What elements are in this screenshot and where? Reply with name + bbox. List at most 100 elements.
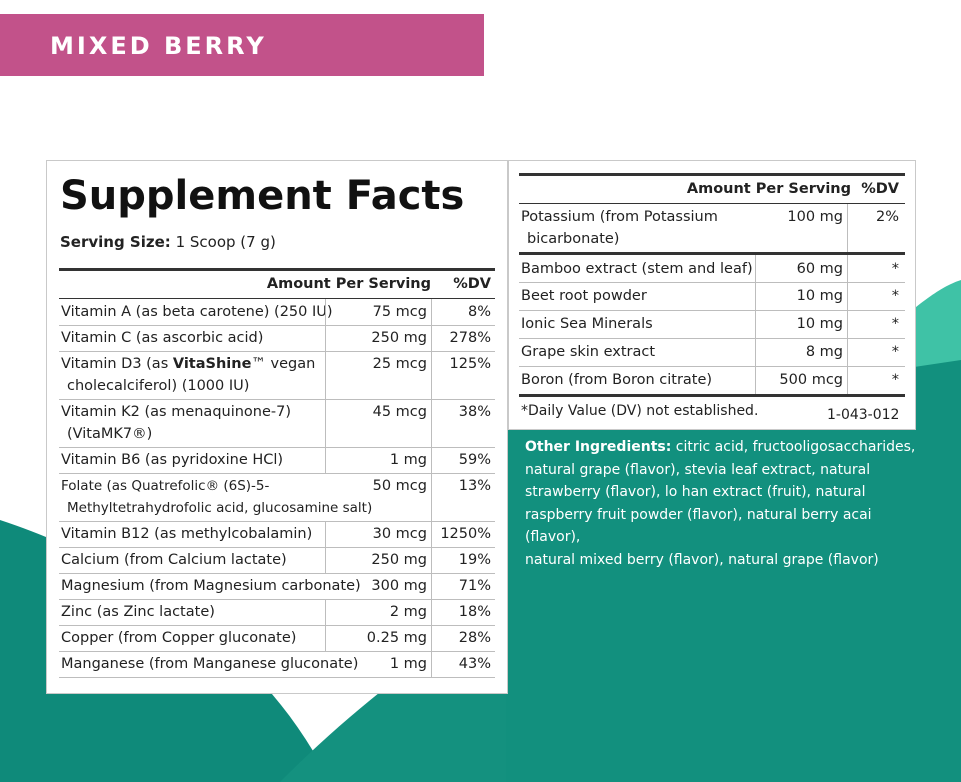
- nutrient-amount: 50 mcg: [372, 478, 427, 494]
- nutrient-dv: 71%: [431, 573, 491, 599]
- nutrient-row: Bamboo extract (stem and leaf) 60 mg *: [519, 255, 905, 283]
- other-ingredients-line: natural mixed berry (flavor), natural gr…: [525, 551, 879, 568]
- nutrient-amount: 1 mg: [389, 656, 427, 672]
- nutrient-name-line2: bicarbonate): [527, 231, 620, 247]
- nutrient-name: Vitamin B6 (as pyridoxine HCl): [61, 452, 284, 468]
- nutrient-name: Zinc (as Zinc lactate): [61, 604, 215, 620]
- nutrient-amount: 10 mg: [755, 310, 843, 338]
- nutrient-name-line2: (VitaMK7®): [67, 426, 153, 442]
- nutrient-name: Magnesium (from Magnesium carbonate): [61, 578, 361, 594]
- header-amount: Amount Per Serving: [686, 181, 851, 197]
- nutrient-name: Vitamin C (as ascorbic acid): [61, 330, 264, 346]
- nutrient-amount: 100 mg: [787, 209, 843, 225]
- header-rule: [519, 173, 905, 176]
- other-ingredients-line: natural grape (flavor), stevia leaf extr…: [525, 461, 871, 478]
- nutrient-amount: 75 mcg: [325, 299, 427, 325]
- nutrient-row: Zinc (as Zinc lactate) 2 mg 18%: [59, 599, 495, 626]
- nutrient-dv: *: [847, 338, 899, 366]
- nutrient-dv: 125%: [431, 351, 491, 399]
- nutrient-name: Manganese (from Manganese gluconate): [61, 656, 359, 672]
- header-underline: [519, 203, 905, 204]
- nutrient-row: Manganese (from Manganese gluconate) 1 m…: [59, 651, 495, 678]
- serving-size: Serving Size: 1 Scoop (7 g): [60, 233, 276, 251]
- nutrient-name: Beet root powder: [521, 288, 647, 304]
- nutrient-amount: 300 mg: [371, 578, 427, 594]
- nutrient-row: Vitamin D3 (as VitaShine™ vegan cholecal…: [59, 351, 495, 400]
- other-ingredients-label: Other Ingredients:: [525, 439, 672, 455]
- nutrient-name: Bamboo extract (stem and leaf): [521, 261, 753, 277]
- nutrient-name: Ionic Sea Minerals: [521, 316, 653, 332]
- nutrient-dv: *: [847, 366, 899, 394]
- nutrient-amount: 45 mcg: [325, 399, 427, 447]
- nutrient-dv: *: [847, 255, 899, 282]
- nutrient-dv: 18%: [431, 599, 491, 625]
- nutrient-dv: 43%: [431, 651, 491, 677]
- nutrient-dv: 1250%: [431, 521, 491, 547]
- nutrient-amount: 60 mg: [755, 255, 843, 282]
- nutrient-row: Grape skin extract 8 mg *: [519, 338, 905, 367]
- nutrient-row: Vitamin K2 (as menaquinone-7) (VitaMK7®)…: [59, 399, 495, 448]
- nutrient-dv: 2%: [847, 204, 899, 252]
- nutrient-name: Calcium (from Calcium lactate): [61, 552, 287, 568]
- nutrient-amount: 250 mg: [325, 325, 427, 351]
- serving-size-label: Serving Size:: [60, 233, 171, 251]
- nutrient-name: Vitamin K2 (as menaquinone-7): [61, 404, 292, 420]
- header-amount: Amount Per Serving: [266, 276, 431, 292]
- nutrient-amount: 1 mg: [325, 447, 427, 473]
- brand-name: VitaShine: [172, 356, 252, 372]
- supplement-facts-right-panel: Amount Per Serving %DV Potassium (from P…: [508, 160, 916, 430]
- nutrient-row: Potassium (from Potassium bicarbonate) 1…: [519, 204, 905, 255]
- supplement-facts-left-panel: Supplement Facts Serving Size: 1 Scoop (…: [46, 160, 508, 694]
- nutrient-amount: 250 mg: [325, 547, 427, 573]
- other-ingredients: Other Ingredients: citric acid, fructool…: [525, 436, 925, 571]
- nutrient-row: Vitamin A (as beta carotene) (250 IU) 75…: [59, 299, 495, 326]
- product-code: 1-043-012: [827, 407, 900, 423]
- nutrient-dv: 8%: [431, 299, 491, 325]
- nutrient-name: Potassium (from Potassium: [521, 209, 718, 225]
- nutrient-row: Vitamin C (as ascorbic acid) 250 mg 278%: [59, 325, 495, 352]
- nutrient-name: Vitamin A (as beta carotene) (250 IU): [61, 304, 333, 320]
- header-underline: [59, 298, 495, 299]
- serving-size-value: 1 Scoop (7 g): [175, 233, 276, 251]
- nutrient-row: Vitamin B6 (as pyridoxine HCl) 1 mg 59%: [59, 447, 495, 474]
- dv-footnote: *Daily Value (DV) not established.: [521, 403, 759, 419]
- teal-rear-shape: [506, 360, 961, 782]
- nutrient-dv: 38%: [431, 399, 491, 447]
- nutrient-amount: 8 mg: [755, 338, 843, 366]
- other-ingredients-line: raspberry fruit powder (flavor), natural…: [525, 506, 872, 546]
- nutrient-dv: 278%: [431, 325, 491, 351]
- nutrient-name: Folate (as Quatrefolic® (6S)-5-: [61, 478, 270, 494]
- nutrient-name: Vitamin D3 (as VitaShine™ vegan: [61, 356, 316, 372]
- nutrient-name: Copper (from Copper gluconate): [61, 630, 297, 646]
- nutrient-amount: 2 mg: [325, 599, 427, 625]
- nutrient-dv: 19%: [431, 547, 491, 573]
- nutrient-row: Vitamin B12 (as methylcobalamin) 30 mcg …: [59, 521, 495, 548]
- nutrient-name-line2: Methyltetrahydrofolic acid, glucosamine …: [67, 500, 373, 516]
- nutrient-name: Boron (from Boron citrate): [521, 372, 713, 388]
- header-dv: %DV: [861, 181, 899, 197]
- nutrient-row: Calcium (from Calcium lactate) 250 mg 19…: [59, 547, 495, 574]
- nutrient-dv: 28%: [431, 625, 491, 651]
- nutrient-row: Copper (from Copper gluconate) 0.25 mg 2…: [59, 625, 495, 652]
- other-ingredients-line: strawberry (flavor), lo han extract (fru…: [525, 484, 866, 500]
- nutrient-name: Vitamin B12 (as methylcobalamin): [61, 526, 313, 542]
- facts-title: Supplement Facts: [60, 173, 465, 219]
- flavor-name: MIXED BERRY: [50, 32, 267, 60]
- nutrient-name: Grape skin extract: [521, 344, 656, 360]
- nutrient-amount: 0.25 mg: [325, 625, 427, 651]
- nutrient-dv: 13%: [431, 473, 491, 521]
- nutrient-amount: 500 mcg: [755, 366, 843, 394]
- nutrient-row: Folate (as Quatrefolic® (6S)-5- Methylte…: [59, 473, 495, 522]
- nutrient-dv: *: [847, 282, 899, 310]
- nutrient-dv: *: [847, 310, 899, 338]
- other-ingredients-line: citric acid, fructooligosaccharides,: [671, 439, 916, 455]
- flavor-banner: MIXED BERRY: [0, 14, 484, 76]
- nutrient-amount: 10 mg: [755, 282, 843, 310]
- header-rule: [59, 268, 495, 271]
- nutrient-row: Ionic Sea Minerals 10 mg *: [519, 310, 905, 339]
- nutrient-row: Beet root powder 10 mg *: [519, 282, 905, 311]
- nutrient-row: Boron (from Boron citrate) 500 mcg *: [519, 366, 905, 397]
- nutrient-name-line2: cholecalciferol) (1000 IU): [67, 378, 250, 394]
- nutrient-amount: 30 mcg: [325, 521, 427, 547]
- nutrient-dv: 59%: [431, 447, 491, 473]
